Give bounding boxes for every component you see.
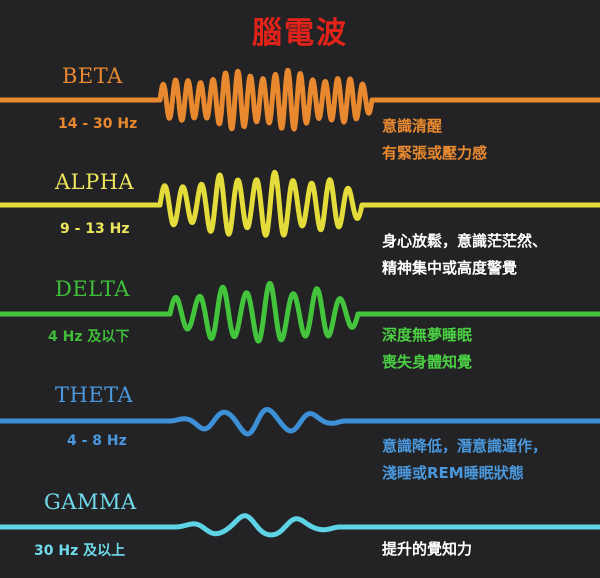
alpha-description-line: 精神集中或高度警覺 (382, 259, 518, 277)
delta-wave-line (0, 280, 600, 344)
theta-description: 意識降低，潛意識運作， 淺睡或REM睡眠狀態 (382, 433, 547, 487)
gamma-description: 提升的覺知力 (382, 536, 472, 563)
theta-description-line: 淺睡或REM睡眠狀態 (382, 464, 524, 482)
delta-description-line: 喪失身體知覺 (382, 353, 473, 371)
delta-label: DELTA (55, 277, 130, 301)
alpha-frequency: 9 - 13 Hz (60, 221, 130, 237)
alpha-wave-line (0, 169, 600, 238)
beta-description: 意識清醒 有緊張或壓力感 (382, 113, 487, 167)
delta-description: 深度無夢睡眠 喪失身體知覺 (382, 322, 472, 376)
gamma-label: GAMMA (44, 490, 137, 514)
beta-label: BETA (62, 64, 123, 88)
theta-description-line: 意識降低，潛意識運作， (382, 437, 548, 455)
beta-frequency: 14 - 30 Hz (58, 116, 138, 132)
alpha-description: 身心放鬆，意識茫茫然、 精神集中或高度警覺 (382, 228, 547, 282)
gamma-wave-line (0, 513, 600, 538)
alpha-label: ALPHA (55, 170, 135, 194)
beta-wave-line (0, 67, 600, 132)
theta-wave-line (0, 407, 600, 437)
beta-description-line: 意識清醒 (382, 117, 443, 135)
theta-frequency: 4 - 8 Hz (67, 433, 127, 449)
alpha-description-line: 身心放鬆，意識茫茫然、 (382, 232, 548, 250)
theta-label: THETA (55, 383, 134, 407)
delta-description-line: 深度無夢睡眠 (382, 326, 473, 344)
gamma-frequency: 30 Hz 及以上 (34, 543, 126, 559)
gamma-description-line: 提升的覺知力 (382, 540, 473, 558)
diagram-title: 腦電波 (252, 16, 348, 51)
beta-description-line: 有緊張或壓力感 (382, 144, 488, 162)
delta-frequency: 4 Hz 及以下 (48, 329, 130, 345)
